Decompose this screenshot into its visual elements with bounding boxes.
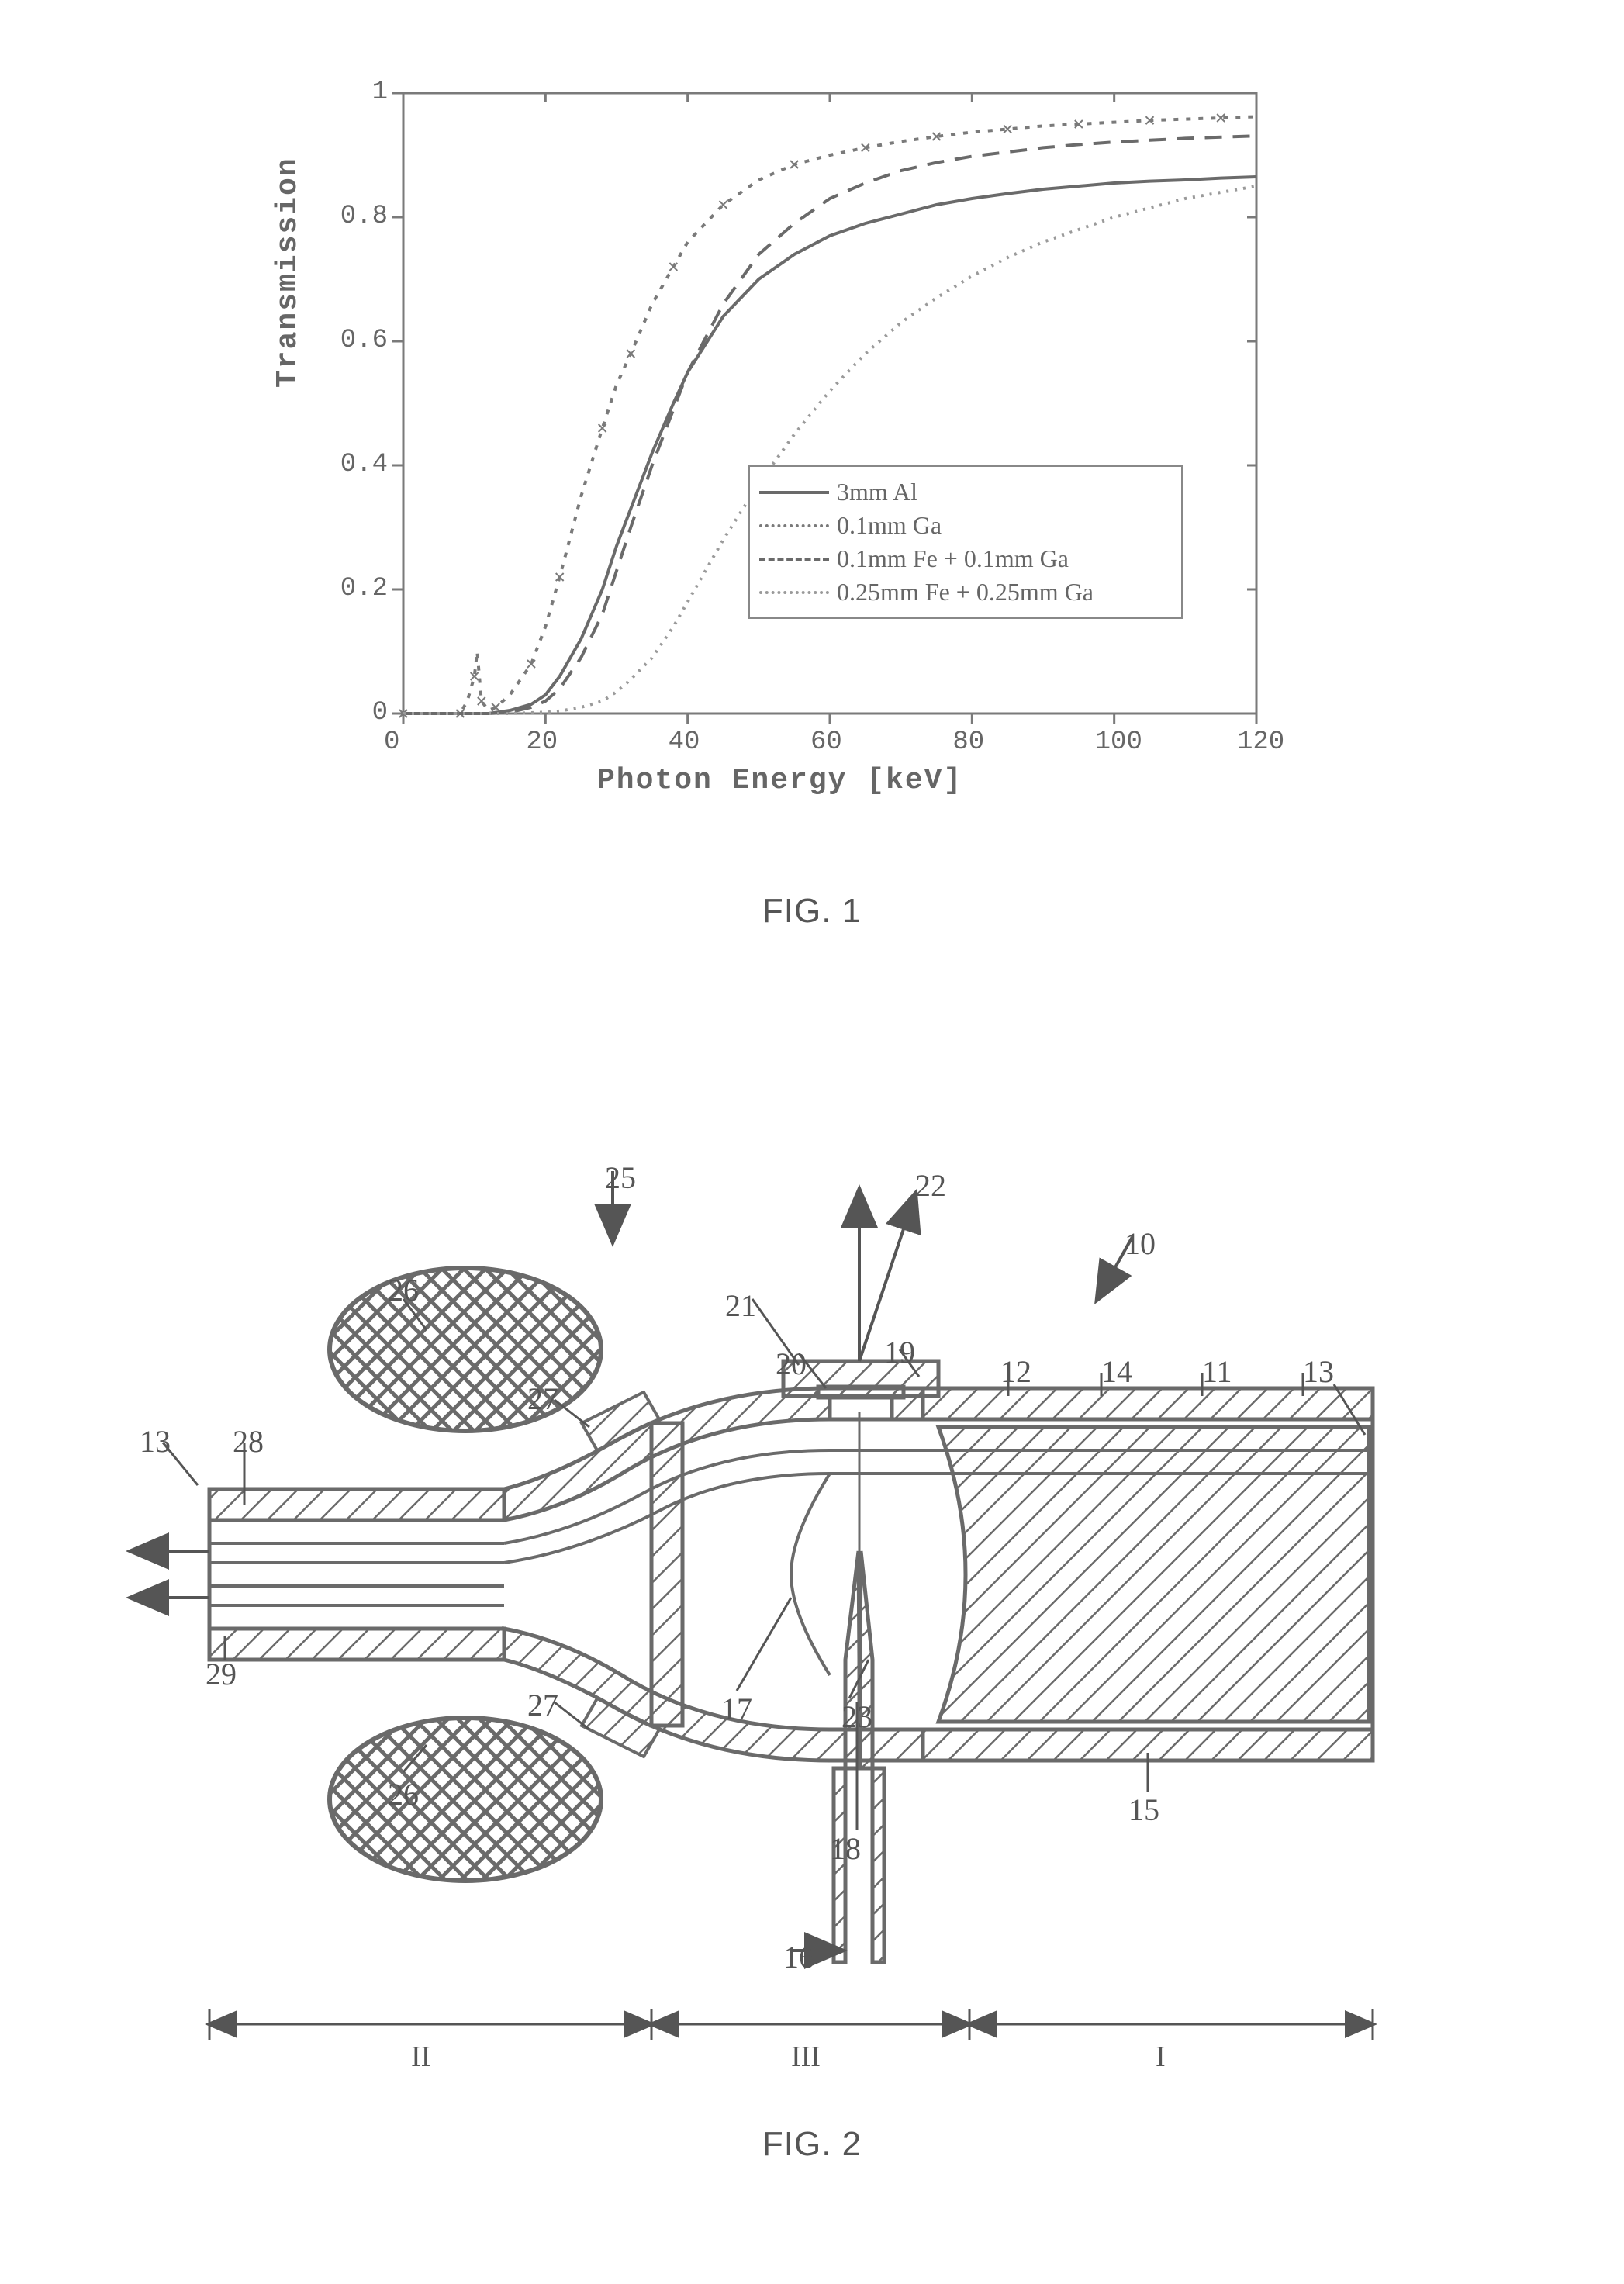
callout-27a: 27 (527, 1380, 558, 1417)
fig2-svg (116, 1117, 1435, 2086)
ytick-label: 0 (326, 698, 388, 727)
ytick-label: 0.8 (326, 202, 388, 231)
left-output-arrows (132, 1551, 209, 1598)
ytick-label: 0.2 (326, 574, 388, 603)
callout-23: 23 (841, 1698, 872, 1735)
callout-12: 12 (1000, 1353, 1031, 1390)
callout-21: 21 (725, 1287, 756, 1324)
ytick-label: 0.4 (326, 450, 388, 479)
legend-text: 0.1mm Fe + 0.1mm Ga (837, 544, 1069, 573)
coil-bottom (330, 1718, 601, 1881)
callout-26a: 26 (388, 1272, 419, 1308)
fig1-caption: FIG. 1 (0, 892, 1624, 931)
legend-row: 0.1mm Fe + 0.1mm Ga (759, 544, 1172, 573)
legend-text: 3mm Al (837, 478, 917, 506)
ticks-group (392, 93, 1256, 724)
fig2-caption: FIG. 2 (0, 2125, 1624, 2164)
xtick-label: 0 (384, 727, 399, 757)
xtick-label: 40 (669, 727, 700, 757)
plot-box (403, 93, 1256, 714)
electron-gun (834, 1412, 884, 1962)
page-root: Transmission Photon Energy [keV] 0 20 40 60… (0, 0, 1624, 2284)
callout-20: 20 (776, 1346, 807, 1382)
xtick-label: 60 (810, 727, 842, 757)
legend-row: 0.25mm Fe + 0.25mm Ga (759, 578, 1172, 606)
legend-row: 3mm Al (759, 478, 1172, 506)
callout-11: 11 (1202, 1353, 1232, 1390)
legend-swatch (759, 591, 829, 594)
callout-15: 15 (1128, 1792, 1159, 1828)
legend-text: 0.25mm Fe + 0.25mm Ga (837, 578, 1094, 606)
callout-27b: 27 (527, 1687, 558, 1723)
callout-13a: 13 (1303, 1353, 1334, 1390)
fig1-chart: Transmission Photon Energy [keV] 0204060… (279, 54, 1287, 807)
callout-13b: 13 (140, 1423, 171, 1460)
legend-swatch (759, 558, 829, 561)
callout-16: 16 (783, 1939, 814, 1975)
xtick-label: 20 (526, 727, 558, 757)
inner-core (938, 1427, 1369, 1722)
ytick-label: 1 (326, 78, 388, 107)
xtick-label: 100 (1095, 727, 1142, 757)
callout-14: 14 (1101, 1353, 1132, 1390)
legend-swatch (759, 524, 829, 527)
callout-18: 18 (830, 1830, 861, 1867)
callout-26b: 26 (388, 1776, 419, 1812)
fig1-legend: 3mm Al 0.1mm Ga 0.1mm Fe + 0.1mm Ga 0.25mm … (748, 465, 1183, 619)
legend-text: 0.1mm Ga (837, 511, 942, 540)
callout-22: 22 (915, 1167, 946, 1204)
region-II: II (411, 2040, 430, 2074)
region-III: III (791, 2040, 821, 2074)
fig1-ylabel: Transmission (271, 157, 305, 388)
legend-swatch (759, 491, 829, 494)
series-group (399, 114, 1256, 717)
callout-10: 10 (1125, 1225, 1156, 1262)
fig1-xlabel: Photon Energy [keV] (597, 764, 962, 797)
callout-28: 28 (233, 1423, 264, 1460)
legend-rows: 3mm Al 0.1mm Ga 0.1mm Fe + 0.1mm Ga 0.25mm … (759, 478, 1172, 606)
callout-19: 19 (884, 1334, 915, 1370)
fig1-svg (279, 54, 1287, 807)
callout-25: 25 (605, 1159, 636, 1196)
callout-29: 29 (206, 1656, 237, 1692)
legend-row: 0.1mm Ga (759, 511, 1172, 540)
ytick-label: 0.6 (326, 326, 388, 355)
region-bar (209, 2009, 1373, 2040)
callout-17: 17 (721, 1691, 752, 1727)
xtick-label: 120 (1237, 727, 1284, 757)
left-block (209, 1489, 504, 1660)
fig2-container: 10 11 12 14 15 16 17 18 19 20 21 22 23 25 28 29 13 13 26 26… (116, 1117, 1435, 2086)
region-I: I (1156, 2040, 1166, 2074)
coil-top (330, 1268, 601, 1431)
xtick-label: 80 (952, 727, 984, 757)
